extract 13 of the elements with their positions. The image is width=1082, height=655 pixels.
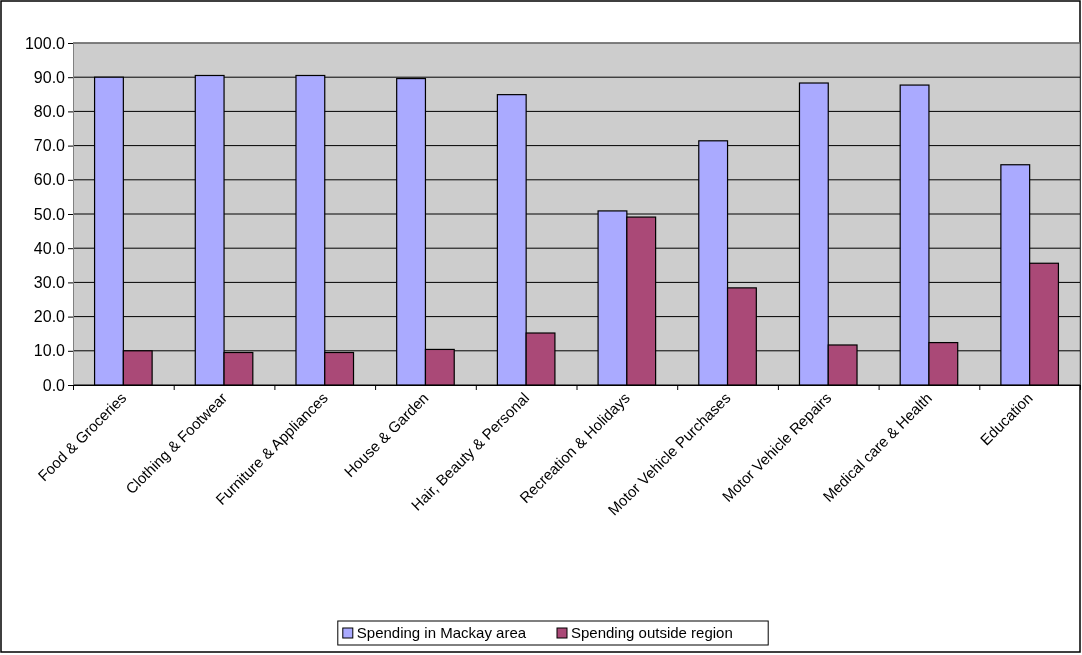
y-tick-label: 70.0 [33,137,66,155]
y-tick-label: 20.0 [33,308,66,326]
y-tick-label: 90.0 [33,68,66,86]
legend-label: Spending in Mackay area [356,624,527,641]
y-tick-label: 80.0 [33,103,66,121]
legend-label: Spending outside region [571,624,733,641]
y-tick-label: 0.0 [42,376,66,394]
y-tick-label: 60.0 [33,171,66,189]
y-tick-label: 50.0 [33,205,66,223]
y-tick-label: 40.0 [33,239,66,257]
y-tick-label: 10.0 [33,342,66,360]
y-tick-label: 30.0 [33,274,66,292]
y-tick-label: 100.0 [24,34,66,52]
